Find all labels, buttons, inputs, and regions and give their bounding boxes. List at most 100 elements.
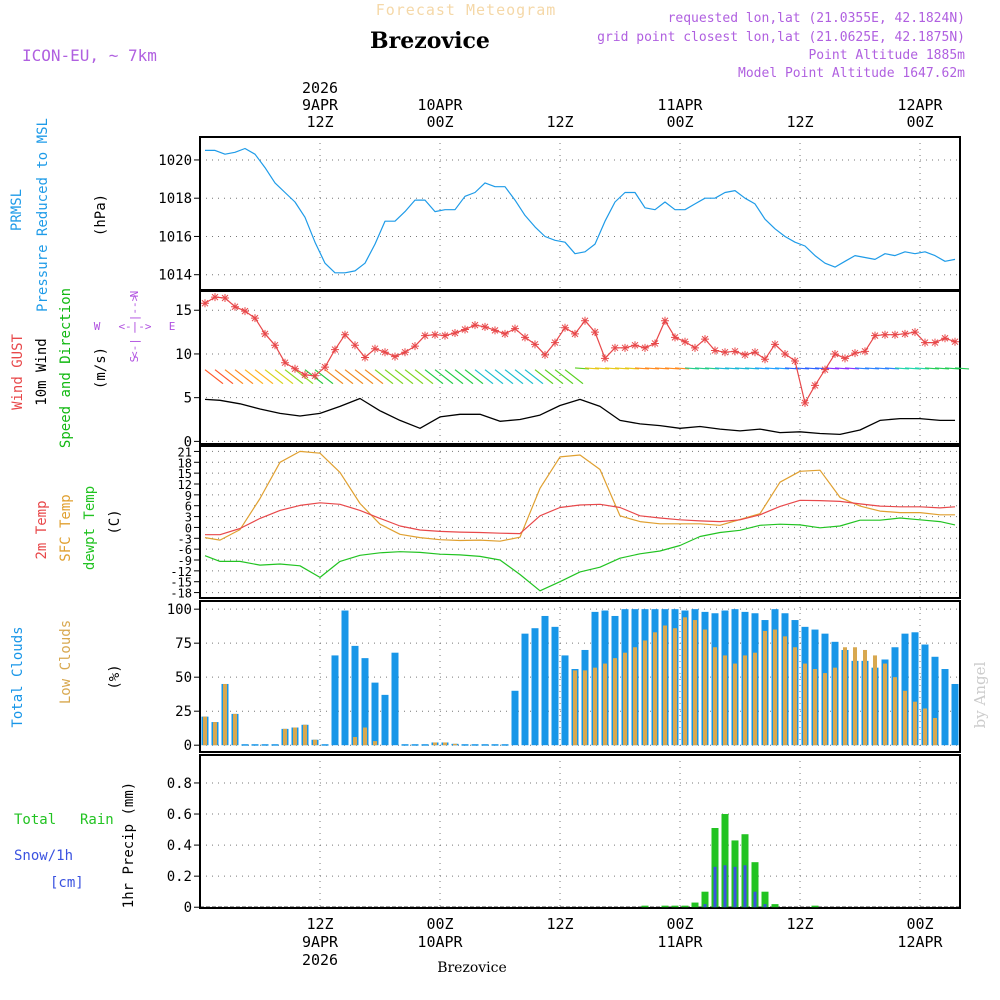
rain-label: Rain <box>80 812 114 828</box>
model-altitude: Model Point Altitude 1647.62m <box>738 66 965 81</box>
precip-axis-label: 1hr Precip (mm) <box>121 782 137 908</box>
wind-direction-arrow <box>554 369 574 385</box>
low-cloud-bar <box>283 728 287 746</box>
wind-direction-arrow <box>894 367 910 370</box>
precip-ytick-label: 0.6 <box>167 807 192 823</box>
wind-direction-arrow <box>724 367 740 370</box>
gust-marker <box>331 345 339 354</box>
snow-bar <box>703 904 707 908</box>
low-cloud-bar <box>363 727 367 746</box>
top-axis-label: 00Z <box>906 113 933 131</box>
precip-ytick-label: 0.2 <box>167 869 192 885</box>
gust-marker <box>451 328 459 337</box>
wind-direction-arrow <box>374 369 394 385</box>
total-cloud-bar <box>461 744 469 746</box>
gust-marker <box>621 343 629 352</box>
gridpoint-coords: grid point closest lon,lat (21.0625E, 42… <box>597 30 965 45</box>
wind-direction-arrow <box>884 367 900 370</box>
gust-marker <box>671 333 679 342</box>
wind-direction-arrow <box>644 367 660 370</box>
low-cloud-bar <box>753 652 757 746</box>
gust-marker <box>511 324 519 333</box>
top-axis-label: 10APR <box>417 96 463 114</box>
prmsl-ytick-label: 1014 <box>158 268 192 284</box>
gust-marker <box>271 341 279 350</box>
total-cloud-bar <box>371 682 379 746</box>
precip-frame <box>199 754 961 909</box>
low-cloud-bar <box>893 677 897 746</box>
cloud-labels: Total Clouds Low Clouds (%) <box>10 620 123 728</box>
credit: by Angel <box>971 661 989 728</box>
precip-ytick-label: 0.4 <box>167 838 192 854</box>
wind-direction-arrow <box>504 369 524 385</box>
total-cloud-bar <box>511 690 519 746</box>
low-cloud-bar <box>313 739 317 746</box>
total-cloud-bar <box>261 744 269 746</box>
total-cloud-bar <box>321 744 329 746</box>
gust-marker <box>781 349 789 358</box>
gust-marker <box>481 322 489 331</box>
wind-direction-arrow <box>204 369 224 385</box>
wind-ytick-label: 0 <box>184 434 192 450</box>
wind-direction-arrow <box>954 367 970 370</box>
bottom-axis-label: 00Z <box>666 915 693 933</box>
compass-bottom: <-| <box>128 338 141 358</box>
wind-direction-arrow <box>934 367 950 370</box>
wind-direction-arrow <box>494 369 514 385</box>
low-cloud-bar <box>743 655 747 746</box>
point-altitude: Point Altitude 1885m <box>808 48 965 63</box>
gust-marker <box>431 330 439 339</box>
total-cloud-bar <box>531 628 539 746</box>
low-cloud-bar <box>573 670 577 746</box>
low-cloud-bar <box>613 658 617 746</box>
prmsl-label: PRMSL <box>9 189 25 231</box>
cloud-ytick-label: 0 <box>184 738 192 754</box>
wind-direction-arrow <box>694 367 710 370</box>
bottom-axis-label: 00Z <box>426 915 453 933</box>
low-cloud-bar <box>693 620 697 746</box>
gust-marker <box>281 358 289 367</box>
wind-direction-arrow <box>294 369 314 385</box>
wind-direction-arrow <box>234 369 254 385</box>
low-cloud-bar <box>703 629 707 746</box>
direction-label: Speed and Direction <box>58 288 74 448</box>
bottom-axis-label: 2026 <box>302 951 338 969</box>
total-cloud-bar <box>951 683 959 746</box>
temp-ytick-label: -18 <box>170 587 192 601</box>
wind-direction-arrow <box>264 369 284 385</box>
gust-marker <box>811 381 819 390</box>
low-cloud-bar <box>923 708 927 746</box>
total-cloud-bar <box>341 610 349 746</box>
rain-bar <box>771 904 779 908</box>
gust-marker <box>721 348 729 357</box>
rain-bar <box>671 905 679 908</box>
snow-bar <box>733 866 737 908</box>
gust-marker <box>641 343 649 352</box>
wind-direction-arrow <box>684 367 700 370</box>
gust-marker <box>251 314 259 323</box>
bottom-axis-label: 12Z <box>546 915 573 933</box>
top-axis-label: 00Z <box>426 113 453 131</box>
gust-marker <box>211 293 219 302</box>
total-cloud-bar <box>251 744 259 746</box>
gust-marker <box>941 334 949 343</box>
compass-s: S <box>128 356 141 363</box>
total-cloud-bar <box>401 744 409 746</box>
compass-v: |--> <box>128 294 141 321</box>
gust-marker <box>321 363 329 372</box>
compass-e: E <box>169 320 176 333</box>
gust-marker <box>231 302 239 311</box>
low-cloud-bar <box>633 647 637 746</box>
gust-marker <box>571 329 579 338</box>
wind-direction-arrow <box>854 367 870 370</box>
cloud-unit: (%) <box>107 664 123 689</box>
top-axis-label: 00Z <box>666 113 693 131</box>
total-cloud-bar <box>551 626 559 746</box>
wind-speed-line <box>204 397 955 436</box>
temp-ytick-label: 21 <box>178 445 192 459</box>
low-cloud-bar <box>203 716 207 746</box>
low-cloud-bar <box>773 629 777 746</box>
gust-marker <box>631 341 639 350</box>
